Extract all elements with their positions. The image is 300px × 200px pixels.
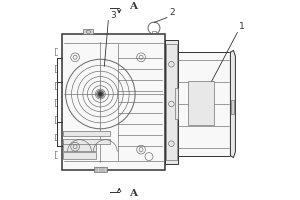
Bar <box>152 31 156 34</box>
Text: A: A <box>129 189 137 198</box>
Bar <box>166 44 177 160</box>
Bar <box>188 81 214 125</box>
Bar <box>61 34 165 170</box>
Polygon shape <box>230 50 236 158</box>
Text: 2: 2 <box>169 8 175 17</box>
Bar <box>83 29 93 34</box>
Text: 1: 1 <box>239 22 245 31</box>
Text: A: A <box>129 2 137 11</box>
Text: 3: 3 <box>110 11 116 20</box>
Circle shape <box>99 93 102 95</box>
Bar <box>63 152 96 159</box>
Bar <box>165 40 178 164</box>
Bar <box>63 139 110 144</box>
Bar <box>231 100 234 114</box>
Bar <box>175 88 178 119</box>
Bar <box>94 167 107 172</box>
Bar <box>63 131 110 136</box>
Bar <box>63 143 96 151</box>
Bar <box>177 52 230 156</box>
